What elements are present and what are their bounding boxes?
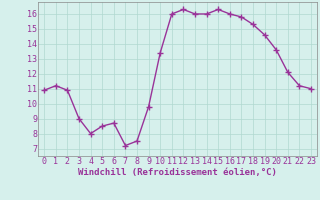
X-axis label: Windchill (Refroidissement éolien,°C): Windchill (Refroidissement éolien,°C) bbox=[78, 168, 277, 177]
